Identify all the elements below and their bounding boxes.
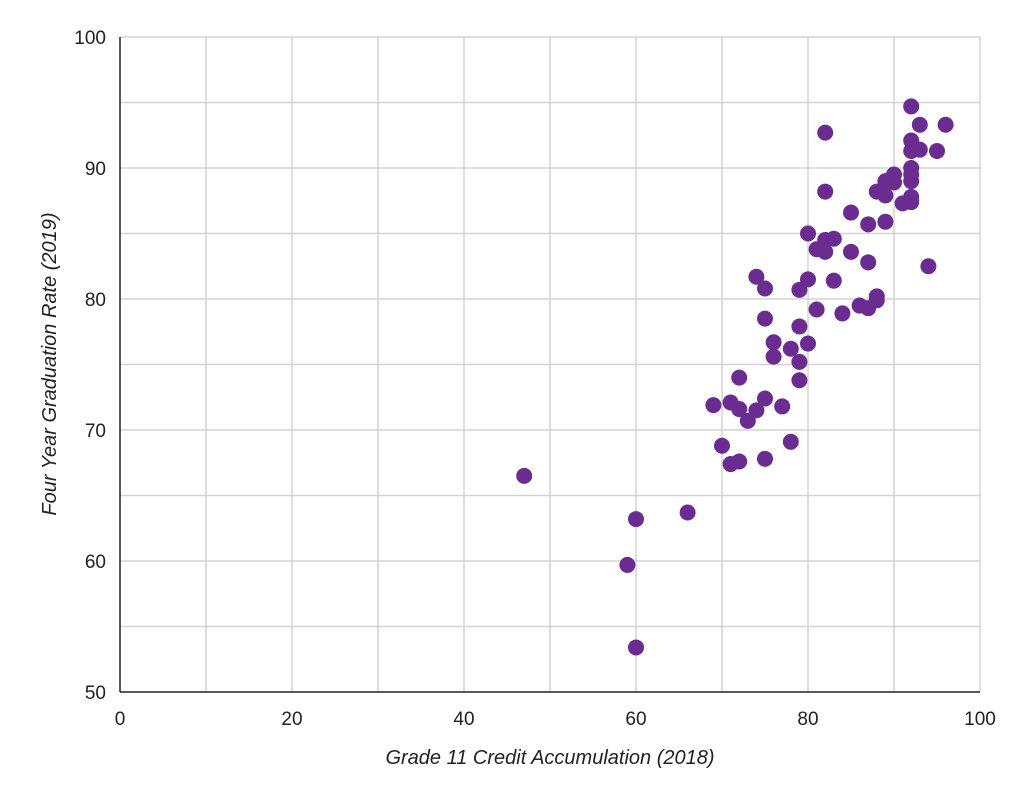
data-point bbox=[825, 230, 842, 247]
data-point bbox=[920, 258, 937, 275]
data-point bbox=[679, 504, 696, 521]
y-tick-label: 50 bbox=[85, 683, 106, 704]
data-points bbox=[516, 98, 954, 656]
x-tick-label: 80 bbox=[797, 709, 818, 730]
x-tick-label: 40 bbox=[453, 709, 474, 730]
data-point bbox=[731, 401, 748, 418]
x-axis-title: Grade 11 Credit Accumulation (2018) bbox=[385, 747, 714, 769]
data-point bbox=[911, 116, 928, 133]
data-point bbox=[765, 334, 782, 351]
data-point bbox=[774, 398, 791, 415]
data-point bbox=[791, 353, 808, 370]
x-tick-label: 100 bbox=[964, 709, 996, 730]
data-point bbox=[860, 216, 877, 233]
data-point bbox=[817, 243, 834, 260]
data-point bbox=[516, 467, 533, 484]
data-point bbox=[757, 310, 773, 327]
data-point bbox=[843, 204, 859, 221]
data-point bbox=[619, 556, 636, 573]
data-point bbox=[834, 305, 851, 322]
y-tick-label: 80 bbox=[85, 290, 106, 311]
data-point bbox=[877, 187, 894, 204]
data-point bbox=[757, 280, 773, 297]
data-point bbox=[825, 272, 842, 289]
data-point bbox=[903, 173, 920, 190]
x-tick-label: 60 bbox=[625, 709, 646, 730]
axes bbox=[119, 37, 980, 693]
data-point bbox=[929, 142, 945, 159]
x-tick-label: 20 bbox=[281, 709, 302, 730]
data-point bbox=[808, 301, 825, 318]
y-tick-labels: 50 60 70 80 90 100 bbox=[74, 28, 106, 704]
data-point bbox=[748, 402, 765, 419]
y-tick-label: 60 bbox=[85, 552, 106, 573]
data-point bbox=[817, 124, 834, 141]
data-point bbox=[765, 348, 782, 365]
data-point bbox=[903, 98, 920, 115]
data-point bbox=[868, 292, 885, 309]
y-tick-label: 90 bbox=[85, 159, 106, 180]
data-point bbox=[886, 174, 902, 191]
data-point bbox=[748, 268, 765, 285]
data-point bbox=[937, 116, 954, 133]
x-tick-label: 0 bbox=[115, 709, 126, 730]
data-point bbox=[843, 243, 859, 260]
data-point bbox=[903, 194, 920, 211]
data-point bbox=[731, 453, 748, 470]
data-point bbox=[714, 437, 730, 454]
data-point bbox=[800, 271, 816, 288]
data-point bbox=[800, 225, 816, 242]
data-point bbox=[800, 335, 816, 352]
data-point bbox=[817, 183, 834, 200]
data-point bbox=[791, 318, 808, 335]
data-point bbox=[782, 340, 799, 357]
grid-lines bbox=[120, 36, 981, 692]
data-point bbox=[860, 254, 877, 271]
x-tick-labels: 0 20 40 60 80 100 bbox=[115, 709, 996, 730]
data-point bbox=[757, 390, 773, 407]
data-point bbox=[782, 433, 799, 450]
y-tick-label: 100 bbox=[74, 28, 106, 49]
data-point bbox=[877, 213, 894, 230]
y-axis-title: Four Year Graduation Rate (2019) bbox=[39, 212, 61, 515]
y-tick-label: 70 bbox=[85, 421, 106, 442]
data-point bbox=[628, 639, 644, 656]
data-point bbox=[628, 511, 644, 528]
data-point bbox=[791, 372, 808, 389]
data-point bbox=[705, 397, 722, 414]
data-point bbox=[731, 369, 748, 386]
data-point bbox=[911, 141, 928, 158]
data-point bbox=[757, 450, 773, 467]
